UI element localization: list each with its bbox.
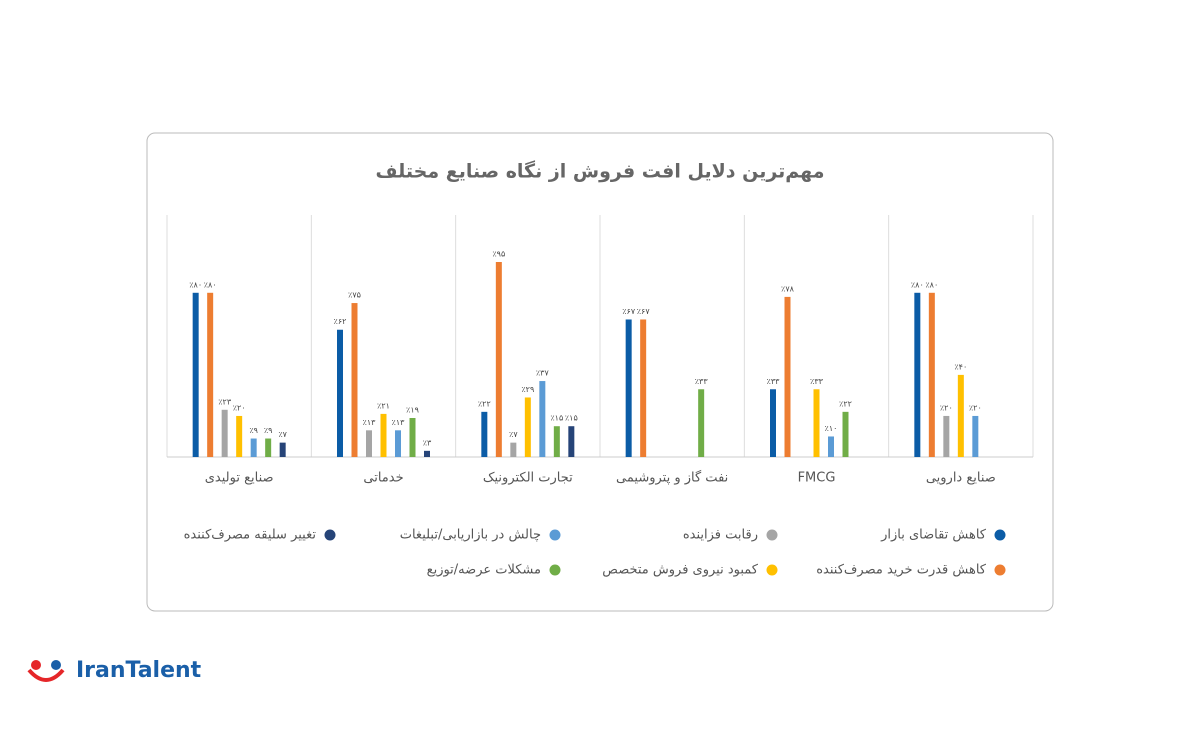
x-tick-label: خدماتی: [363, 471, 403, 486]
legend-label: کاهش قدرت خرید مصرف‌کننده: [816, 563, 987, 578]
value-label: ٪۲۱: [377, 401, 390, 410]
bar: [510, 442, 517, 457]
bar: [409, 418, 416, 457]
legend-label: تغییر سلیقه مصرف‌کننده: [184, 528, 317, 543]
value-label: ٪۲۲: [478, 399, 491, 408]
bar: [698, 389, 705, 457]
value-label: ٪۳۷: [536, 369, 550, 378]
value-label: ٪۱۰: [825, 424, 838, 433]
value-label: ٪۸۰: [204, 280, 217, 289]
legend-swatch: [994, 564, 1006, 576]
value-label: ٪۷۵: [348, 291, 361, 300]
legend-label: کمبود نیروی فروش متخصص: [602, 563, 759, 578]
value-label: ٪۹۵: [492, 250, 505, 259]
x-tick-label: صنایع تولیدی: [205, 471, 274, 486]
legend-label: مشکلات عرضه/توزیع: [427, 563, 541, 578]
value-label: ٪۸۰: [911, 280, 924, 289]
value-label: ٪۲۲: [839, 399, 852, 408]
value-label: ٪۷۸: [781, 284, 795, 293]
value-label: ٪۱۹: [406, 406, 419, 415]
chart-title: مهم‌ترین دلایل افت فروش از نگاه صنایع مخ…: [376, 160, 825, 183]
bar: [813, 389, 820, 457]
x-tick-label: تجارت الکترونیک: [483, 471, 573, 486]
bar: [770, 389, 776, 457]
legend-swatch: [766, 529, 778, 541]
value-label: ٪۱۵: [565, 414, 578, 423]
bar: [495, 262, 502, 457]
bar: [539, 381, 546, 457]
bar: [943, 415, 950, 457]
value-label: ٪۳۳: [810, 377, 824, 386]
bar: [395, 430, 401, 457]
bar: [366, 430, 372, 457]
legend-label: کاهش تقاضای بازار: [880, 528, 987, 543]
value-label: ٪۳۳: [767, 377, 781, 386]
legend-label: چالش در بازاریابی/تبلیغات: [400, 528, 541, 543]
value-label: ٪۲۰: [969, 403, 982, 412]
bar: [265, 438, 272, 457]
legend-label: رقابت فزاینده: [683, 528, 758, 543]
value-label: ٪۲۰: [940, 403, 953, 412]
bar: [640, 319, 647, 457]
bar: [192, 292, 199, 457]
bar: [250, 438, 257, 457]
legend-swatch: [549, 529, 561, 541]
bar: [625, 319, 632, 457]
bar: [842, 411, 849, 457]
bar: [568, 426, 575, 457]
bar: [957, 374, 964, 457]
value-label: ٪۲۹: [521, 385, 534, 394]
value-label: ٪۷: [509, 430, 518, 439]
legend-swatch: [994, 529, 1006, 541]
value-label: ٪۸۰: [925, 280, 938, 289]
value-label: ٪۱۳: [363, 418, 377, 427]
value-label: ٪۲۰: [233, 403, 246, 412]
value-label: ٪۲۳: [218, 397, 232, 406]
x-tick-label: نفت گاز و پتروشیمی: [616, 470, 728, 486]
bar: [972, 415, 979, 457]
bar: [424, 450, 430, 457]
legend-swatch: [324, 529, 336, 541]
value-label: ٪۳۳: [695, 377, 709, 386]
value-label: ٪۸۰: [189, 280, 202, 289]
bar: [380, 413, 387, 457]
bar: [236, 415, 243, 457]
bar: [481, 411, 488, 457]
value-label: ٪۶۷: [637, 307, 651, 316]
bar: [928, 292, 935, 457]
value-label: ٪۴۰: [954, 362, 967, 371]
value-label: ٪۷: [278, 430, 287, 439]
value-label: ٪۶۷: [622, 307, 636, 316]
bar: [914, 292, 921, 457]
bar: [221, 409, 228, 457]
x-tick-label: FMCG: [798, 471, 836, 486]
bar: [784, 296, 791, 457]
value-label: ٪۹: [249, 426, 258, 435]
bar: [553, 426, 560, 457]
value-label: ٪۹: [264, 426, 273, 435]
bar: [524, 397, 531, 457]
logo-text: IranTalent: [76, 658, 202, 683]
legend-swatch: [766, 564, 778, 576]
bar: [337, 329, 343, 457]
bar: [207, 292, 214, 457]
value-label: ٪۳: [423, 438, 432, 447]
x-tick-label: صنایع دارویی: [926, 471, 996, 486]
value-label: ٪۱۵: [550, 414, 563, 423]
bar: [828, 436, 834, 457]
legend-swatch: [549, 564, 561, 576]
value-label: ٪۱۳: [392, 418, 406, 427]
value-label: ٪۶۲: [334, 317, 347, 326]
bar: [279, 442, 286, 457]
logo: IranTalent: [27, 658, 202, 683]
bar: [351, 303, 358, 457]
